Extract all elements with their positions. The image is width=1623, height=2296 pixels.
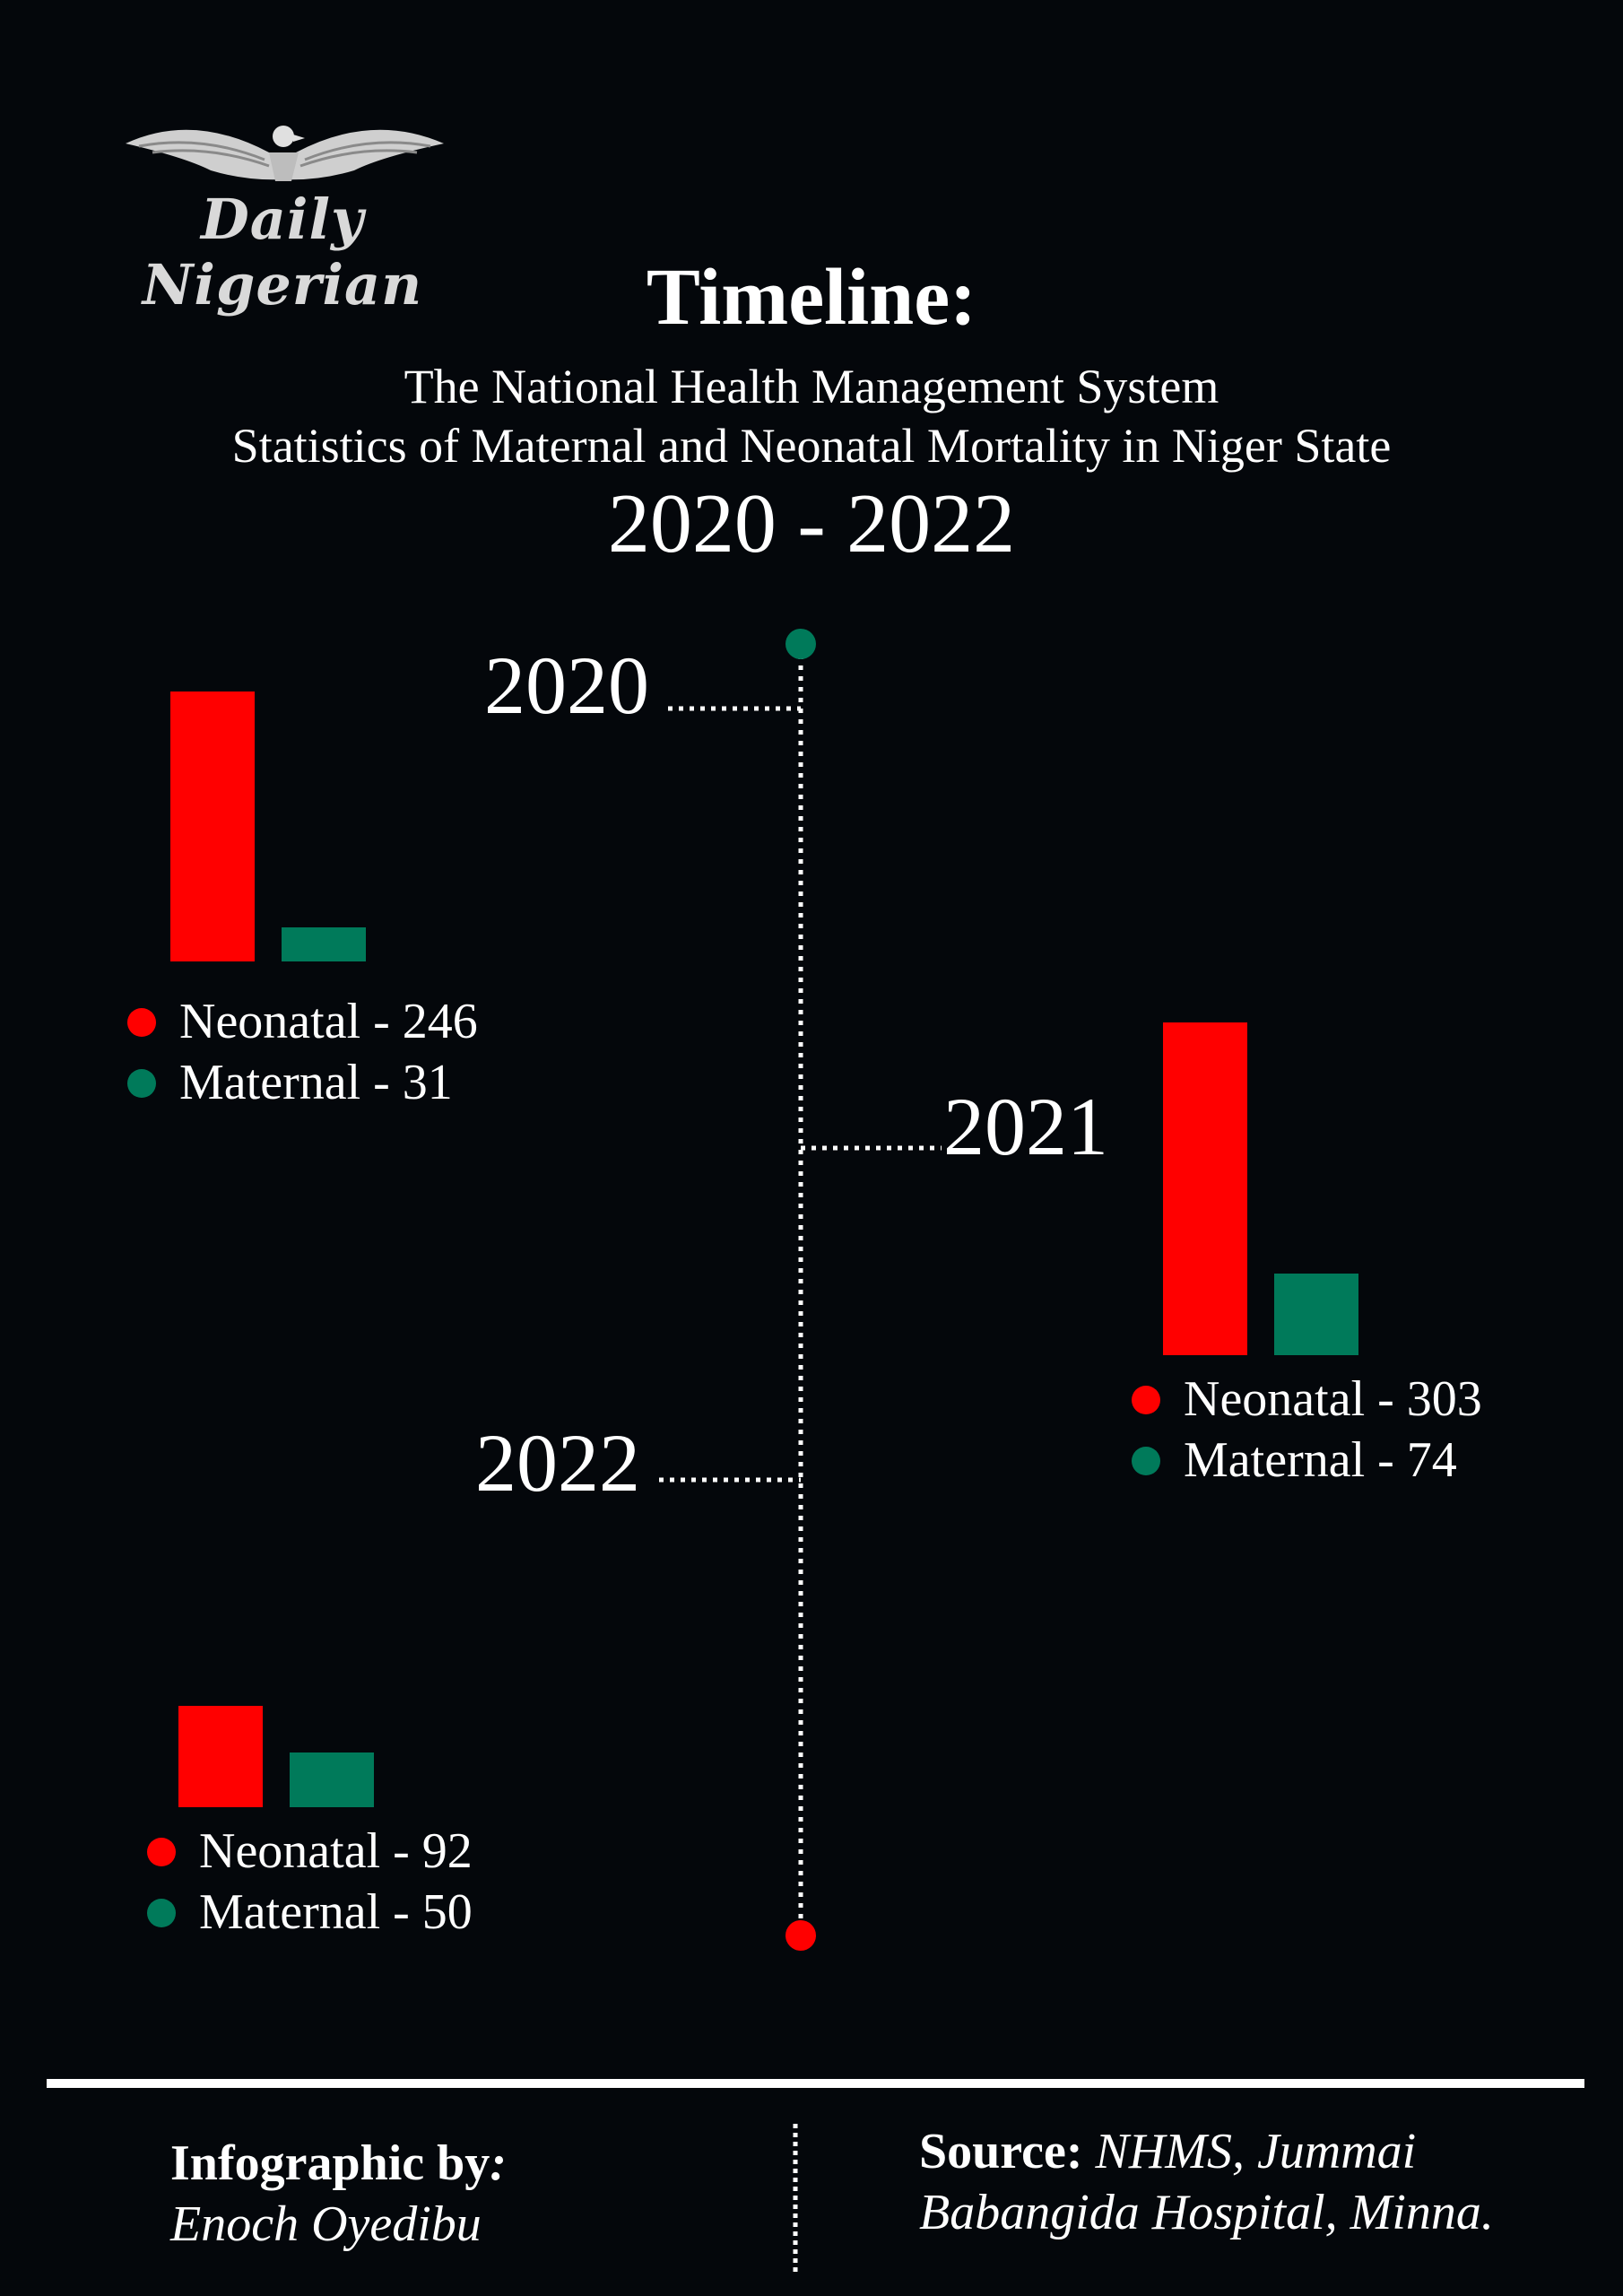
- subtitle-line-2: Statistics of Maternal and Neonatal Mort…: [231, 419, 1392, 473]
- timeline-start-dot: [785, 629, 816, 659]
- source-line-2: Babangida Hospital, Minna.: [919, 2185, 1494, 2240]
- credit-label: Infographic by: [170, 2135, 490, 2191]
- timeline-end-dot: [785, 1920, 816, 1951]
- legend-2020-maternal: Maternal - 31: [127, 1052, 478, 1113]
- footer-divider: [47, 2079, 1584, 2088]
- footer-source: Source: NHMS, Jummai Babangida Hospital,…: [919, 2121, 1494, 2243]
- eagle-icon: [126, 126, 444, 181]
- legend-2020: Neonatal - 246 Maternal - 31: [127, 991, 478, 1113]
- credit-name: Enoch Oyedibu: [170, 2196, 482, 2252]
- source-label: Source:: [919, 2124, 1083, 2179]
- page-title: Timeline:: [646, 253, 977, 342]
- source-line-1: NHMS, Jummai: [1095, 2124, 1417, 2179]
- year-label-2022: 2022: [475, 1417, 640, 1509]
- logo-wordmark: Daily Nigerian: [142, 187, 423, 317]
- credit-colon: :: [490, 2135, 507, 2191]
- footer-credit: Infographic by: Enoch Oyedibu: [170, 2133, 507, 2255]
- timeline-graphic: [659, 629, 942, 1951]
- subtitle-line-1: The National Health Management System: [404, 360, 1219, 413]
- bar-2021-maternal: [1274, 1274, 1358, 1355]
- bar-2022-maternal: [290, 1752, 374, 1807]
- footer-separator: [793, 2124, 798, 2272]
- legend-2022-maternal: Maternal - 50: [147, 1882, 473, 1943]
- legend-label: Neonatal - 303: [1184, 1371, 1482, 1427]
- legend-2022: Neonatal - 92 Maternal - 50: [147, 1821, 473, 1943]
- neonatal-dot-icon: [1132, 1386, 1160, 1415]
- legend-label: Neonatal - 246: [179, 994, 478, 1049]
- year-label-2021: 2021: [943, 1081, 1108, 1172]
- neonatal-dot-icon: [147, 1838, 176, 1867]
- bar-2021-neonatal: [1163, 1022, 1247, 1355]
- maternal-dot-icon: [1132, 1447, 1160, 1476]
- legend-2021: Neonatal - 303 Maternal - 74: [1132, 1369, 1482, 1491]
- daily-nigerian-logo: Daily Nigerian: [85, 117, 480, 317]
- bar-2020-maternal: [282, 927, 366, 961]
- legend-2022-neonatal: Neonatal - 92: [147, 1821, 473, 1882]
- legend-2021-neonatal: Neonatal - 303: [1132, 1369, 1482, 1430]
- neonatal-dot-icon: [127, 1008, 156, 1038]
- legend-label: Maternal - 31: [179, 1055, 453, 1110]
- legend-label: Maternal - 50: [199, 1884, 473, 1940]
- maternal-dot-icon: [147, 1899, 176, 1928]
- maternal-dot-icon: [127, 1069, 156, 1099]
- year-label-2020: 2020: [484, 639, 649, 731]
- year-range: 2020 - 2022: [607, 477, 1016, 570]
- bar-2022-neonatal: [178, 1706, 263, 1807]
- legend-2021-maternal: Maternal - 74: [1132, 1430, 1482, 1491]
- legend-2020-neonatal: Neonatal - 246: [127, 991, 478, 1052]
- legend-label: Maternal - 74: [1184, 1432, 1457, 1488]
- bar-2020-neonatal: [170, 691, 255, 961]
- legend-label: Neonatal - 92: [199, 1823, 473, 1879]
